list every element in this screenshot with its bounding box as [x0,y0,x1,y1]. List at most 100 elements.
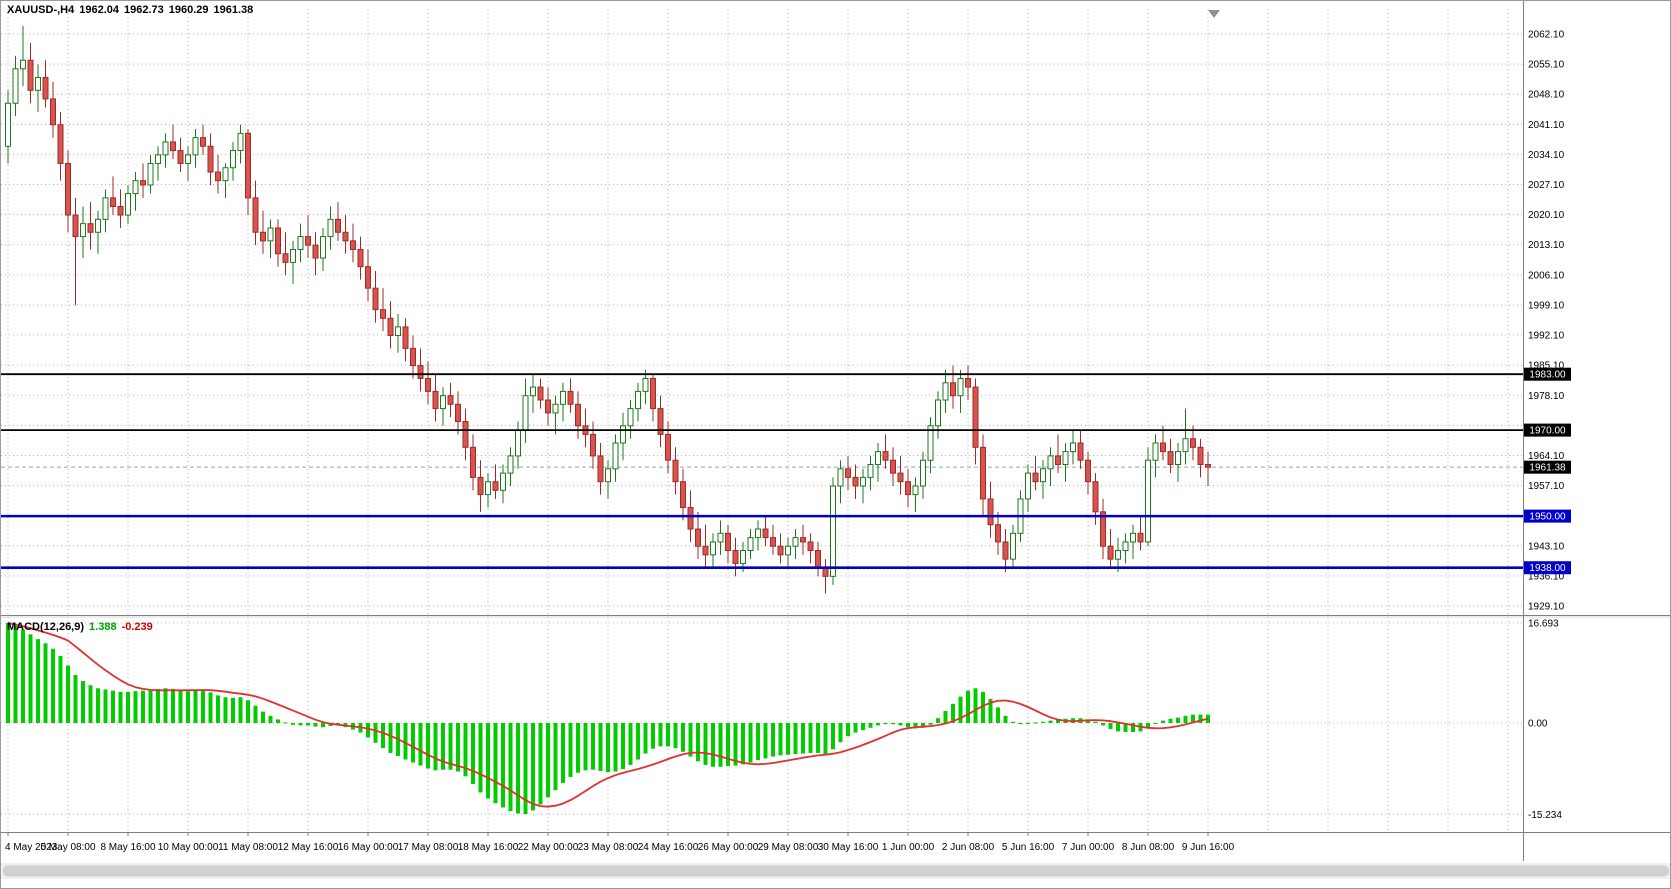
candle-body [1190,438,1196,448]
candle-body [27,59,34,91]
macd-histogram-bar [786,723,790,755]
macd-histogram-bar [568,723,573,777]
macd-histogram-bar [583,723,588,771]
time-tick-label: 5 May 08:00 [40,842,95,853]
candle-body [380,309,386,319]
macd-histogram-bar [756,723,760,761]
macd-histogram-bar [508,723,513,812]
time-tick-label: 1 Jun 00:00 [882,842,935,853]
macd-indicator-label: MACD(12,26,9) 1.388 -0.239 [7,621,158,633]
high-value: 1962.73 [124,4,164,16]
candle-body [770,537,776,547]
macd-histogram-bar [688,723,693,757]
macd-axis[interactable]: 16.693 0.00 -15.234 [1528,619,1562,821]
time-tick-label: 12 May 16:00 [278,842,339,853]
candle-body [470,446,476,478]
svg-text:1938.00: 1938.00 [1529,563,1566,574]
candle-body [522,395,529,431]
macd-histogram-bar [1093,721,1098,723]
macd-histogram-bar [951,703,955,723]
macd-histogram-bar [486,723,490,799]
candle-body [920,459,926,487]
candle-body [1025,472,1031,500]
macd-histogram-bar [748,723,753,763]
candle-body [785,545,791,556]
macd-histogram-bar [96,688,100,723]
macd-histogram-bar [6,622,10,723]
price-axis[interactable]: 2062.10 2055.10 2048.10 2041.10 2034.10 2027.… [1524,30,1571,613]
macd-histogram-bar [666,723,670,747]
macd-histogram-bar [223,697,228,723]
candle-body [5,102,11,147]
ohlc-header: XAUUSD-,H4 1962.04 1962.73 1960.29 1961.38 [7,4,258,16]
candle-body [1107,545,1114,560]
level-price-badge: 1983.00 [1524,367,1571,381]
chart-shift-marker[interactable] [1208,10,1220,18]
candle-body [935,399,941,427]
time-tick-label: 26 May 00:00 [698,842,759,853]
time-tick-label: 2 Jun 08:00 [942,842,995,853]
candle-body [665,433,671,461]
macd-histogram-bar [373,723,378,743]
candle-body [395,326,401,336]
candle-body [807,541,814,552]
macd-histogram-bar [898,723,903,726]
candle-body [87,223,94,233]
candle-body [237,132,244,152]
level-price-badge: 1938.00 [1524,561,1571,575]
time-tick-label: 11 May 08:00 [218,842,278,853]
macd-histogram-bar [1086,719,1090,723]
candle-body [1077,442,1084,461]
macd-histogram-bar [658,723,663,747]
candle-body [942,382,949,401]
candle-body [845,468,851,478]
candle-body [162,141,169,156]
macd-histogram-bar [606,723,610,773]
macd-histogram-bar [81,681,85,723]
candle-body [747,537,754,552]
macd-main-value: 1.388 [89,621,117,633]
macd-histogram-bar [433,723,438,771]
candle-body [890,459,896,474]
candle-body [492,481,499,491]
macd-histogram-bar [13,625,18,723]
candle-body [875,451,881,466]
candle-body [1182,438,1189,453]
candle-body [792,537,799,547]
candle-body [110,197,116,207]
candle-body [417,365,424,379]
macd-histogram-bar [876,723,880,726]
macd-histogram-bar [501,723,505,808]
candle-body [57,124,64,164]
macd-histogram-bar [291,723,295,725]
macd-params: MACD(12,26,9) [7,621,85,633]
candle-body [552,403,559,414]
low-value: 1960.29 [168,4,209,16]
price-tick-label: 2041.10 [1528,120,1565,131]
macd-histogram-bar [741,723,745,765]
time-tick-label: 18 May 16:00 [458,842,519,853]
candle-body [447,395,454,405]
macd-histogram-bar [366,723,370,738]
candle-body [912,485,919,496]
macd-histogram-bar [523,723,528,815]
candle-body [740,550,746,564]
level-lines[interactable] [1,373,1523,570]
macd-tick-label: 0.00 [1528,719,1548,730]
scrollbar-thumb[interactable] [3,865,1669,877]
candle-body [125,193,131,216]
candle-body [365,266,371,289]
candle-body [1122,541,1129,552]
macd-histogram-bar [921,723,925,728]
macd-histogram-bar [418,723,423,766]
macd-histogram-bar [651,723,655,749]
price-tick-label: 2048.10 [1528,90,1565,101]
candle-body [657,408,664,435]
macd-histogram-bar [831,723,835,750]
candle-body [800,537,806,543]
candle-body [485,481,491,496]
macd-histogram-bar [178,690,183,723]
candle-body [897,472,904,483]
